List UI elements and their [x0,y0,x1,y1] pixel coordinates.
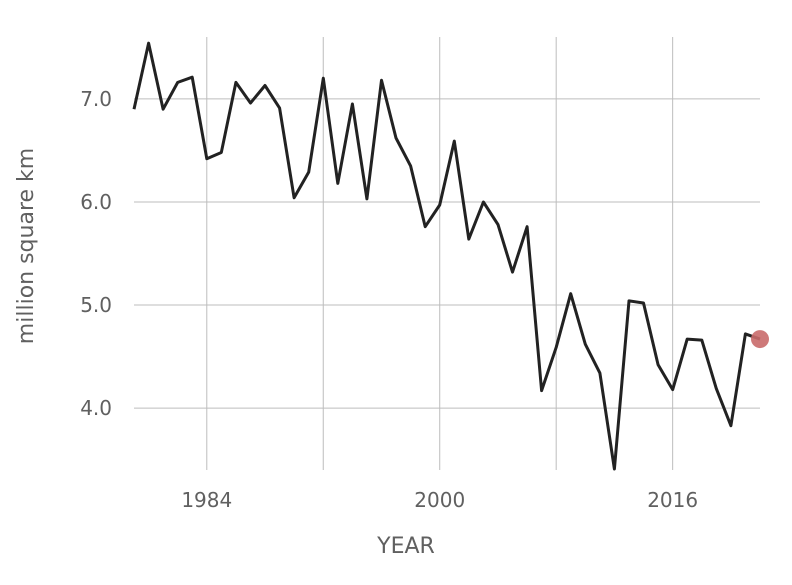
tick-labels: 4.0 5.0 6.0 7.0 1984 2000 2016 [80,87,698,512]
y-axis-title: million square km [14,148,39,344]
grid-lines [134,37,760,470]
latest-value-point [751,330,769,349]
y-tick-label: 4.0 [80,396,112,420]
series-line [132,41,761,471]
x-axis-title: YEAR [376,534,435,559]
x-tick-label: 2016 [647,488,698,512]
y-tick-label: 7.0 [80,87,112,111]
x-tick-label: 1984 [181,488,232,512]
chart-marks [132,41,769,471]
y-tick-label: 5.0 [80,293,112,317]
x-tick-label: 2000 [414,488,465,512]
y-tick-label: 6.0 [80,190,112,214]
